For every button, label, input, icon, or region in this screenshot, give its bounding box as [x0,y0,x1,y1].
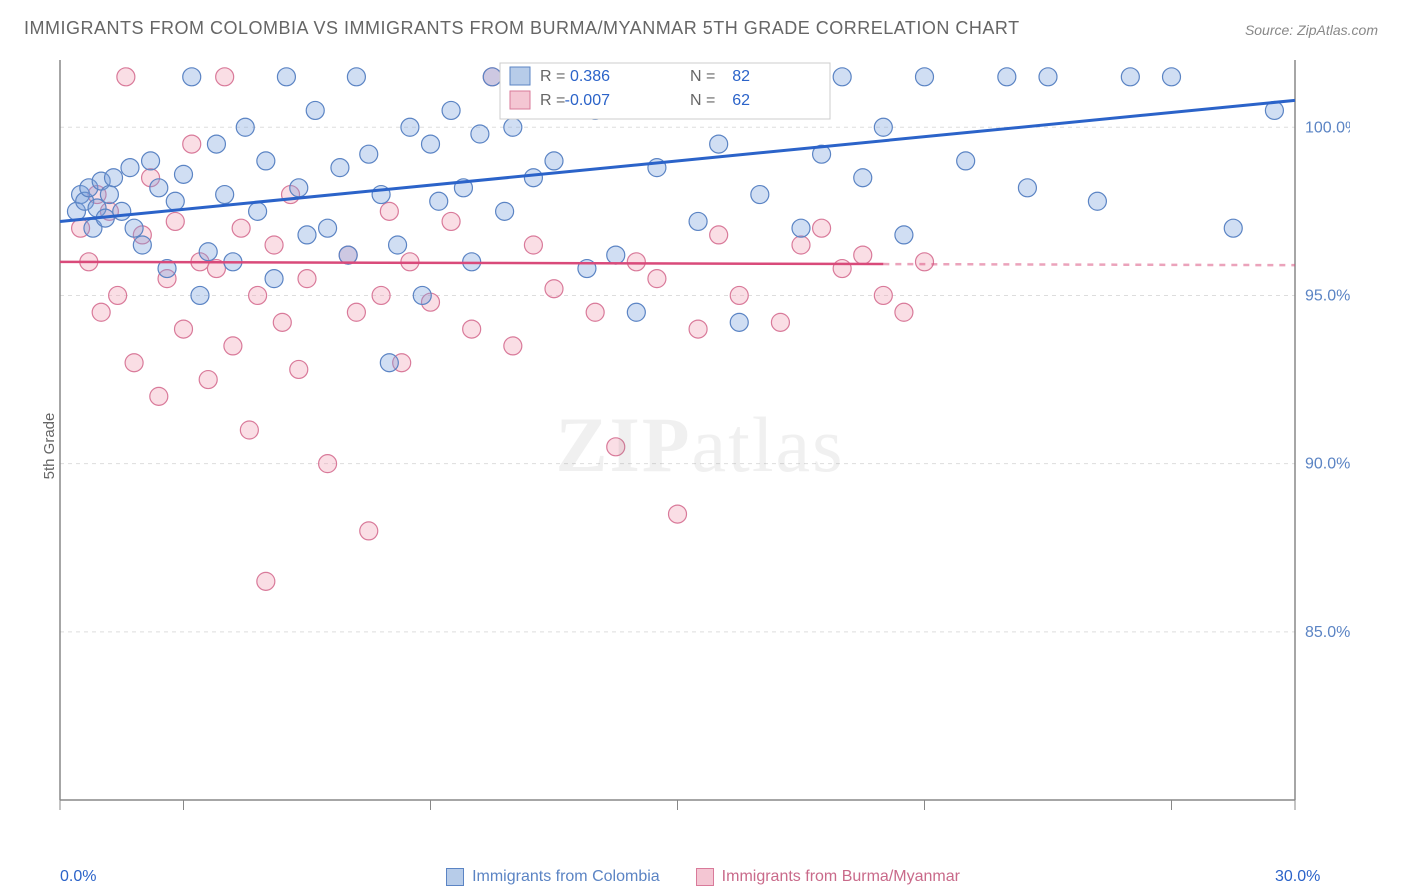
svg-text:90.0%: 90.0% [1305,456,1350,473]
svg-text:82: 82 [732,68,750,85]
svg-text:62: 62 [732,92,750,109]
legend-item-burma: Immigrants from Burma/Myanmar [696,868,960,886]
svg-text:100.0%: 100.0% [1305,119,1350,136]
legend-swatch-icon [446,868,464,886]
bottom-legend: Immigrants from Colombia Immigrants from… [0,868,1406,886]
legend-swatch-icon [696,868,714,886]
svg-text:85.0%: 85.0% [1305,624,1350,641]
legend-item-colombia: Immigrants from Colombia [446,868,660,886]
svg-text:-0.007: -0.007 [565,92,610,109]
legend-label: Immigrants from Burma/Myanmar [722,868,960,886]
scatter-chart: 85.0% 90.0% 95.0% 100.0% R = 0.386 N = 82 R =-0.… [50,55,1350,835]
svg-text:R =: R = [540,68,565,85]
svg-text:N =: N = [690,92,715,109]
svg-text:N =: N = [690,68,715,85]
svg-text:95.0%: 95.0% [1305,287,1350,304]
svg-text:0.386: 0.386 [570,68,610,85]
svg-text:R =: R = [540,92,565,109]
legend-label: Immigrants from Colombia [472,868,660,886]
chart-title: IMMIGRANTS FROM COLOMBIA VS IMMIGRANTS F… [24,18,1020,39]
chart-container: 85.0% 90.0% 95.0% 100.0% R = 0.386 N = 82 R =-0.… [50,55,1350,835]
source-attribution: Source: ZipAtlas.com [1245,22,1378,38]
